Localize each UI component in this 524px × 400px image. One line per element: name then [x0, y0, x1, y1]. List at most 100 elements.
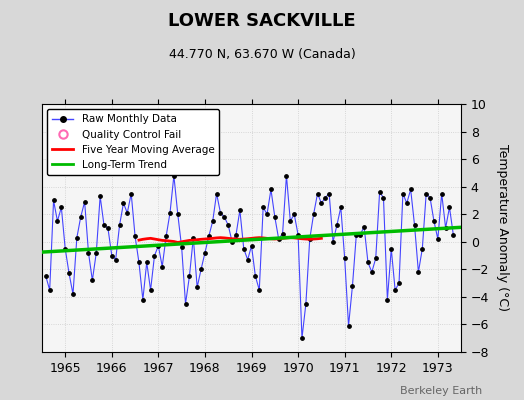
Point [251, 273, 259, 280]
Point [426, 194, 434, 201]
Point [414, 269, 422, 275]
Text: LOWER SACKVILLE: LOWER SACKVILLE [168, 12, 356, 30]
Point [65, 270, 73, 277]
Point [158, 263, 167, 270]
Point [178, 244, 186, 250]
Point [430, 218, 438, 224]
Point [341, 255, 349, 262]
Point [309, 211, 318, 218]
Point [107, 252, 116, 259]
Point [61, 246, 69, 252]
Point [201, 250, 209, 256]
Point [305, 236, 314, 242]
Point [313, 190, 322, 197]
Point [449, 232, 457, 238]
Point [247, 243, 256, 249]
Point [263, 211, 271, 218]
Point [150, 252, 159, 259]
Point [445, 204, 454, 210]
Point [100, 222, 108, 228]
Point [267, 186, 275, 193]
Point [173, 211, 182, 218]
Point [333, 222, 341, 228]
Point [197, 266, 205, 272]
Point [41, 273, 50, 280]
Point [402, 200, 411, 206]
Point [139, 296, 147, 303]
Point [364, 259, 372, 266]
Point [189, 234, 198, 241]
Point [193, 284, 201, 290]
Point [232, 232, 240, 238]
Point [387, 246, 396, 252]
Point [255, 287, 264, 293]
Point [104, 225, 112, 231]
Point [239, 246, 248, 252]
Point [278, 230, 287, 237]
Legend: Raw Monthly Data, Quality Control Fail, Five Year Moving Average, Long-Term Tren: Raw Monthly Data, Quality Control Fail, … [47, 109, 220, 175]
Point [69, 291, 77, 297]
Point [244, 256, 252, 263]
Point [166, 210, 174, 216]
Point [146, 287, 155, 293]
Point [162, 233, 170, 240]
Point [317, 200, 325, 206]
Point [352, 232, 361, 238]
Text: Berkeley Earth: Berkeley Earth [400, 386, 482, 396]
Point [77, 214, 85, 220]
Point [395, 280, 403, 286]
Y-axis label: Temperature Anomaly (°C): Temperature Anomaly (°C) [496, 144, 509, 312]
Point [154, 243, 162, 249]
Point [344, 323, 353, 329]
Point [360, 224, 368, 230]
Point [46, 287, 54, 293]
Point [379, 194, 388, 201]
Point [236, 207, 244, 213]
Point [220, 214, 228, 220]
Point [356, 232, 364, 238]
Point [275, 236, 283, 242]
Point [438, 190, 446, 197]
Point [96, 193, 104, 200]
Point [143, 259, 151, 266]
Point [325, 190, 333, 197]
Point [302, 300, 310, 307]
Point [348, 283, 357, 289]
Point [84, 250, 93, 256]
Point [383, 296, 391, 303]
Point [88, 277, 96, 284]
Point [115, 222, 124, 228]
Point [92, 250, 101, 256]
Point [321, 194, 330, 201]
Point [294, 232, 302, 238]
Point [259, 204, 267, 210]
Point [181, 300, 190, 307]
Point [131, 233, 139, 240]
Point [368, 269, 376, 275]
Point [407, 186, 415, 193]
Point [422, 190, 430, 197]
Point [418, 246, 427, 252]
Point [270, 214, 279, 220]
Point [434, 236, 442, 242]
Point [81, 199, 89, 205]
Point [290, 211, 299, 218]
Point [135, 259, 143, 266]
Point [170, 172, 178, 179]
Point [49, 197, 58, 204]
Point [441, 225, 450, 231]
Point [212, 190, 221, 197]
Point [375, 189, 384, 195]
Point [216, 210, 225, 216]
Point [53, 218, 62, 224]
Point [224, 222, 233, 228]
Point [127, 190, 135, 197]
Point [209, 218, 217, 224]
Point [73, 234, 81, 241]
Point [123, 210, 132, 216]
Point [336, 204, 345, 210]
Point [286, 218, 294, 224]
Point [119, 200, 128, 206]
Point [185, 273, 194, 280]
Point [112, 256, 120, 263]
